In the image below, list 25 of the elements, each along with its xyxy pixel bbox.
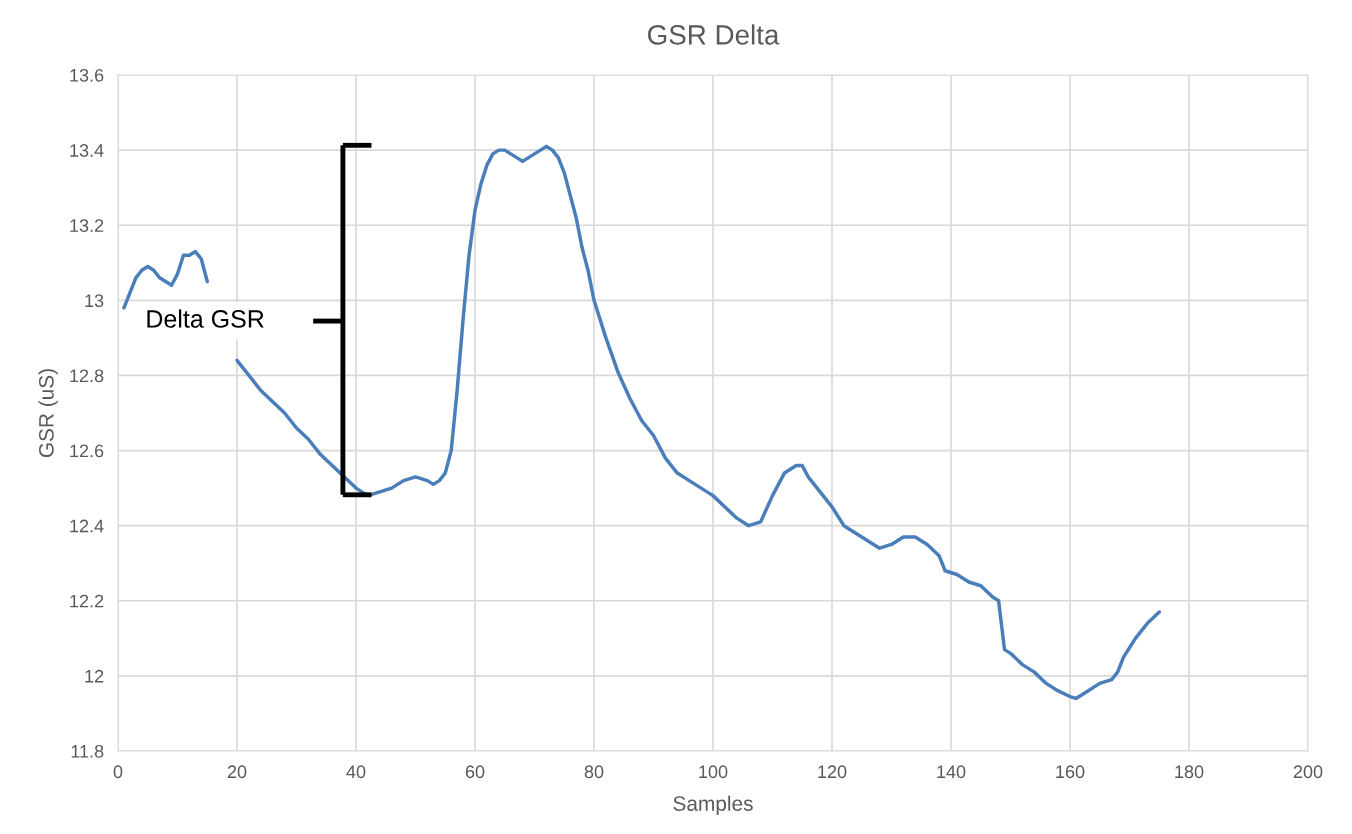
x-tick-label: 200 <box>1293 765 1323 779</box>
x-tick-label: 40 <box>346 765 366 779</box>
y-tick-label: 11.8 <box>71 744 104 758</box>
y-tick-label: 13.4 <box>70 144 104 157</box>
y-tick-label: 13 <box>85 294 104 308</box>
annotation: Delta GSR <box>147 309 264 328</box>
chart-title: GSR Delta <box>648 24 780 45</box>
x-tick-label: 80 <box>584 765 604 779</box>
x-tick-label: 160 <box>1056 765 1085 779</box>
x-tick-label: 100 <box>699 765 728 779</box>
y-tick-label: 13.2 <box>70 219 104 232</box>
y-tick-label: 12.4 <box>70 519 104 533</box>
y-axis-title: GSR (uS) <box>38 369 58 458</box>
x-tick-label: 140 <box>937 765 966 779</box>
y-tick-label: 13.6 <box>70 68 104 82</box>
x-axis-title: Samples <box>673 795 753 816</box>
x-tick-label: 60 <box>465 765 485 779</box>
y-tick-label: 12.6 <box>70 444 104 458</box>
y-tick-label: 12 <box>85 669 104 683</box>
x-tick-label: 180 <box>1175 765 1204 779</box>
y-tick-label: 12.8 <box>70 369 104 383</box>
x-tick-label: 120 <box>818 765 847 779</box>
x-tick-label: 20 <box>227 765 247 779</box>
y-tick-label: 12.2 <box>70 594 104 608</box>
x-tick-label: 0 <box>113 765 123 779</box>
